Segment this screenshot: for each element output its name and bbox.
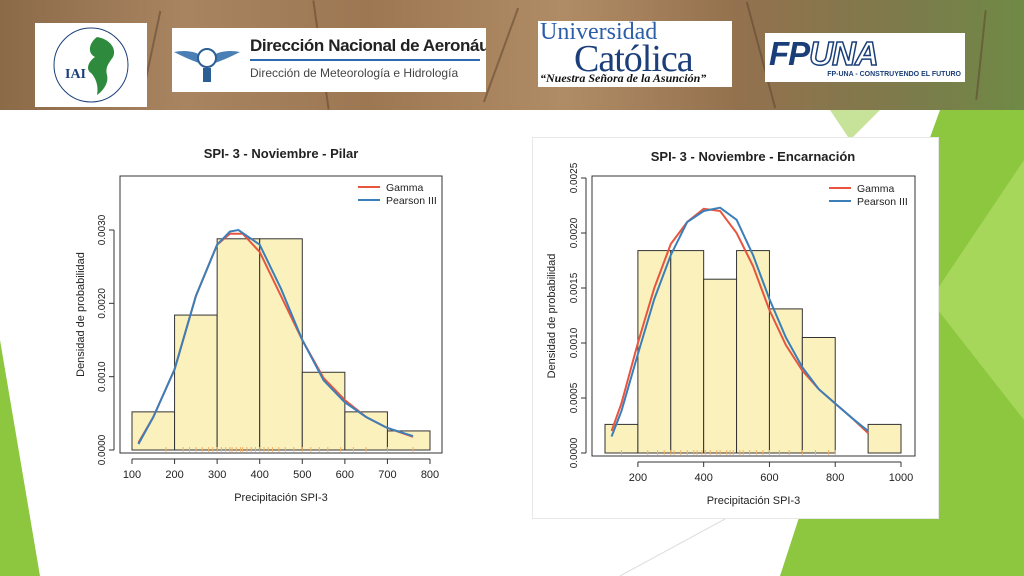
histogram-bar-5 (344, 411, 388, 451)
x-axis-label: Precipitación SPI-3 (234, 492, 328, 504)
legend-label-0: Gamma (857, 183, 895, 195)
histogram-bar-2 (216, 238, 261, 451)
x-tick-label-4: 500 (293, 469, 311, 481)
chart-encarnacion: SPI- 3 - Noviembre - Encarnación 200 400 60… (546, 149, 916, 507)
plot-frame (119, 175, 443, 454)
y-tick-label-0: 0.0000 (97, 434, 108, 465)
histogram-bar-0 (604, 423, 639, 454)
histogram-bar-6 (801, 337, 836, 454)
chart-pilar: SPI- 3 - Noviembre - Pilar 100 200 300 400 50… (75, 146, 443, 504)
x-axis-label: Precipitación SPI-3 (707, 495, 801, 507)
uc-line1: Universidad (540, 21, 658, 45)
histogram-bar-3 (259, 238, 303, 451)
header-banner: IAI Dirección Nacional de Aeronáutica Ci… (0, 0, 1024, 110)
legend-label-1: Pearson III (386, 195, 437, 207)
x-tick-label-3: 400 (251, 469, 269, 481)
y-axis-label: Densidad de probabilidad (546, 254, 558, 379)
x-tick-label-5: 600 (336, 469, 354, 481)
dinac-subtitle: Dirección de Meteorología e Hidrología (250, 66, 459, 80)
histogram-bar-4 (301, 371, 346, 451)
x-tick-label-1: 200 (165, 469, 183, 481)
y-tick-label-3: 0.0030 (97, 214, 108, 245)
iai-name: IAI (65, 67, 87, 82)
density-line-pearson-iii (137, 228, 414, 445)
histogram-bar-1 (174, 314, 218, 451)
x-tick-label-1: 400 (694, 472, 712, 484)
y-tick-label-1: 0.0010 (97, 361, 108, 392)
green-shape-left (0, 340, 40, 576)
x-tick-label-4: 1000 (889, 472, 913, 484)
x-tick-label-7: 800 (421, 469, 439, 481)
uc-tagline: “Nuestra Señora de la Asunción” (540, 71, 707, 85)
wings-emblem-icon (174, 48, 240, 82)
chart-title: SPI- 3 - Noviembre - Encarnación (651, 149, 856, 164)
y-tick-label-4: 0.0020 (569, 217, 580, 248)
density-line-pearson-iii (610, 206, 869, 437)
y-tick-label-2: 0.0020 (97, 288, 108, 319)
x-tick-label-3: 800 (826, 472, 844, 484)
universidad-catolica-logo: Universidad Católica “Nuestra Señora de … (538, 21, 732, 87)
x-tick-label-0: 200 (629, 472, 647, 484)
histogram-bar-7 (867, 423, 902, 454)
y-tick-label-1: 0.0005 (569, 382, 580, 413)
iai-logo: IAI (35, 23, 147, 107)
fpuna-wordmark: FPUNA (769, 34, 879, 73)
y-tick-label-0: 0.0000 (569, 437, 580, 468)
green-shape-right-light (930, 160, 1024, 420)
fpuna-fp: FP (769, 35, 810, 72)
histogram-bar-5 (768, 308, 803, 454)
legend-label-0: Gamma (386, 182, 424, 194)
x-tick-label-6: 700 (378, 469, 396, 481)
x-tick-label-2: 600 (760, 472, 778, 484)
dinac-logo: Dirección Nacional de Aeronáutica Civil … (172, 28, 486, 92)
dinac-divider (250, 59, 480, 61)
histogram-bar-1 (637, 250, 672, 454)
legend-label-1: Pearson III (857, 196, 908, 208)
y-tick-label-2: 0.0010 (569, 327, 580, 358)
fpuna-slogan: FP-UNA - CONSTRUYENDO EL FUTURO (827, 71, 961, 78)
histogram-bar-3 (703, 278, 738, 454)
x-tick-label-0: 100 (123, 469, 141, 481)
green-shape-top (830, 110, 880, 140)
dinac-title: Dirección Nacional de Aeronáutica Civil (250, 36, 486, 55)
histogram-bar-4 (736, 250, 770, 454)
uc-line2: Católica (574, 38, 694, 80)
plot-frame (591, 175, 916, 457)
fpuna-una: UNA (808, 34, 879, 73)
histogram-bar-2 (670, 250, 705, 454)
y-tick-label-3: 0.0015 (569, 272, 580, 303)
y-tick-label-5: 0.0025 (569, 162, 580, 193)
fpuna-logo: FPUNA FP-UNA - CONSTRUYENDO EL FUTURO (765, 33, 965, 82)
americas-globe-icon (53, 27, 129, 103)
chart-title: SPI- 3 - Noviembre - Pilar (204, 146, 359, 161)
histogram-bar-6 (386, 430, 431, 451)
x-tick-label-2: 300 (208, 469, 226, 481)
y-axis-label: Densidad de probabilidad (75, 252, 87, 377)
